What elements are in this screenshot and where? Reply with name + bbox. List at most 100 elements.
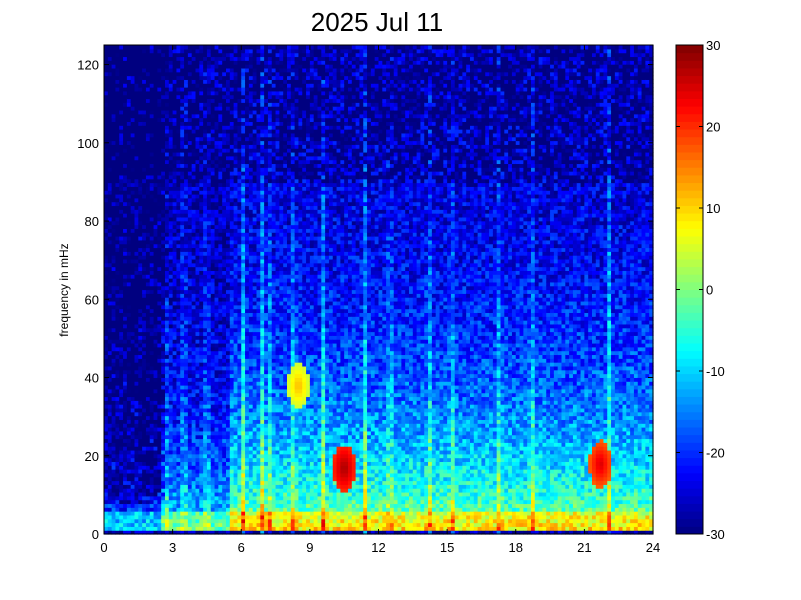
- heatmap-cell: [237, 323, 242, 329]
- heatmap-cell: [168, 484, 174, 489]
- heatmap-cell: [206, 430, 212, 436]
- heatmap-cell: [142, 56, 147, 61]
- heatmap-cell: [138, 216, 143, 222]
- heatmap-cell: [241, 247, 246, 252]
- heatmap-cell: [123, 453, 128, 459]
- heatmap-cell: [191, 300, 197, 306]
- heatmap-cell: [153, 331, 158, 336]
- heatmap-cell: [138, 300, 143, 306]
- heatmap-cell: [145, 178, 151, 184]
- heatmap-cell: [241, 320, 246, 325]
- heatmap-cell: [157, 60, 162, 65]
- heatmap-cell: [214, 155, 219, 161]
- heatmap-cell: [123, 266, 128, 271]
- heatmap-cell: [195, 499, 200, 505]
- heatmap-cell: [195, 109, 200, 115]
- heatmap-cell: [157, 236, 162, 241]
- heatmap-cell: [184, 213, 189, 218]
- heatmap-cell: [195, 331, 200, 336]
- heatmap-cell: [119, 423, 124, 428]
- heatmap-cell: [237, 213, 242, 218]
- heatmap-cell: [126, 148, 132, 153]
- heatmap-cell: [130, 182, 136, 187]
- heatmap-cell: [241, 190, 246, 195]
- heatmap-cell: [123, 522, 128, 527]
- heatmap-cell: [226, 48, 231, 54]
- heatmap-cell: [248, 45, 254, 50]
- heatmap-cell: [153, 362, 158, 367]
- heatmap-cell: [241, 369, 246, 375]
- heatmap-cell: [149, 396, 155, 401]
- heatmap-cell: [226, 308, 231, 314]
- heatmap-cell: [172, 365, 178, 371]
- heatmap-cell: [199, 423, 204, 428]
- heatmap-cell: [237, 350, 242, 356]
- heatmap-cell: [233, 132, 239, 138]
- heatmap-cell: [187, 117, 193, 123]
- heatmap-cell: [145, 98, 151, 103]
- heatmap-cell: [107, 171, 113, 176]
- heatmap-cell: [165, 392, 170, 398]
- heatmap-cell: [184, 530, 189, 535]
- heatmap-cell: [226, 503, 231, 508]
- heatmap-cell: [168, 209, 174, 214]
- heatmap-cell: [145, 385, 151, 390]
- heatmap-cell: [226, 266, 231, 271]
- heatmap-cell: [226, 243, 231, 249]
- heatmap-cell: [176, 270, 181, 275]
- heatmap-cell: [222, 365, 227, 371]
- heatmap-cell: [222, 216, 227, 222]
- heatmap-cell: [172, 121, 178, 126]
- heatmap-cell: [123, 224, 128, 229]
- heatmap-cell: [195, 392, 200, 398]
- heatmap-cell: [115, 388, 120, 394]
- heatmap-cell: [248, 106, 254, 111]
- heatmap-cell: [145, 300, 151, 306]
- heatmap-cell: [184, 342, 189, 348]
- heatmap-cell: [206, 469, 212, 474]
- heatmap-cell: [119, 320, 124, 325]
- heatmap-cell: [199, 381, 204, 386]
- heatmap-cell: [187, 60, 193, 65]
- heatmap-cell: [187, 300, 193, 306]
- heatmap-cell: [107, 419, 113, 424]
- heatmap-cell: [214, 495, 219, 501]
- heatmap-cell: [104, 323, 109, 329]
- heatmap-cell: [248, 522, 254, 527]
- heatmap-cell: [199, 144, 204, 149]
- heatmap-cell: [145, 155, 151, 161]
- heatmap-cell: [111, 488, 117, 493]
- heatmap-cell: [134, 243, 139, 249]
- heatmap-cell: [157, 266, 162, 271]
- heatmap-cell: [180, 255, 185, 260]
- heatmap-cell: [138, 308, 143, 314]
- heatmap-cell: [191, 224, 197, 229]
- heatmap-cell: [107, 442, 113, 447]
- heatmap-cell: [161, 75, 166, 80]
- heatmap-cell: [172, 270, 178, 275]
- heatmap-cell: [187, 71, 193, 77]
- heatmap-cell: [119, 385, 124, 390]
- heatmap-cell: [191, 404, 197, 409]
- heatmap-cell: [149, 201, 155, 207]
- heatmap-cell: [126, 159, 132, 165]
- heatmap-cell: [218, 132, 223, 138]
- heatmap-cell: [180, 472, 185, 478]
- heatmap-cell: [184, 430, 189, 436]
- heatmap-cell: [168, 87, 174, 92]
- heatmap-cell: [199, 270, 204, 275]
- heatmap-cell: [222, 484, 227, 489]
- heatmap-cell: [180, 75, 185, 80]
- heatmap-cell: [130, 106, 136, 111]
- heatmap-cell: [142, 354, 147, 359]
- heatmap-cell: [237, 427, 242, 432]
- heatmap-cell: [115, 526, 120, 531]
- heatmap-cell: [218, 449, 223, 455]
- heatmap-cell: [241, 415, 246, 420]
- heatmap-cell: [107, 438, 113, 443]
- heatmap-cell: [229, 304, 235, 310]
- heatmap-cell: [111, 446, 117, 451]
- heatmap-cell: [107, 289, 113, 294]
- heatmap-cell: [199, 419, 204, 424]
- heatmap-cell: [115, 377, 120, 382]
